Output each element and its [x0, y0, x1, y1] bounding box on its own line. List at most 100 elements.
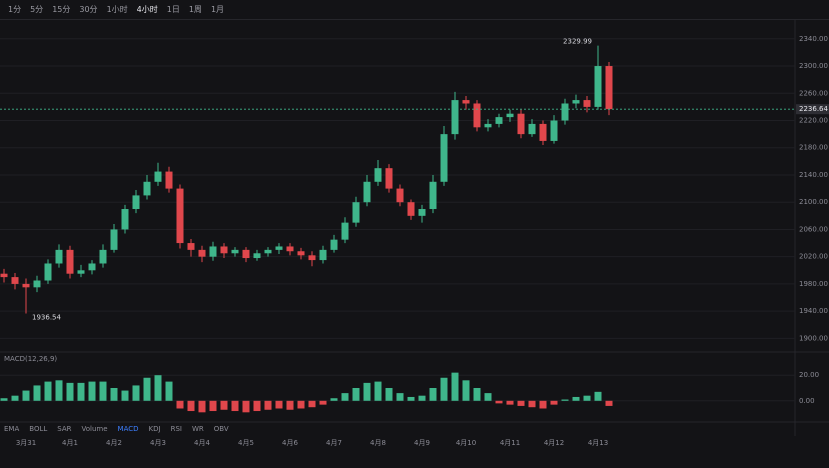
x-tick-label: 4月4	[194, 439, 210, 447]
candle-body	[0, 273, 8, 278]
timeframe-button[interactable]: 1周	[188, 5, 202, 14]
panel-title: MACD(12,26,9)	[4, 355, 57, 363]
timeframe-button[interactable]: 1月	[210, 5, 225, 14]
candle-body	[374, 168, 382, 182]
timeframe-button[interactable]: 30分	[79, 5, 98, 14]
macd-bar	[561, 399, 569, 401]
macd-bar	[165, 381, 173, 401]
macd-bar	[605, 400, 613, 406]
x-tick-label: 4月11	[500, 439, 520, 447]
candle-body	[594, 66, 602, 107]
low-label: 1936.54	[32, 314, 61, 322]
x-tick-label: 4月3	[150, 439, 166, 447]
macd-bar	[484, 393, 492, 401]
candle-body	[506, 113, 514, 118]
candle-body	[231, 249, 239, 254]
macd-bar	[594, 391, 602, 401]
candle-body	[308, 255, 316, 261]
candle-body	[418, 209, 426, 216]
indicator-tab[interactable]: RSI	[171, 425, 182, 433]
macd-bar	[297, 400, 305, 409]
timeframe-button[interactable]: 5分	[30, 5, 44, 14]
macd-bar	[308, 400, 316, 408]
candle-body	[176, 188, 184, 244]
macd-bar	[121, 390, 129, 401]
timeframe-button[interactable]: 4小时	[136, 5, 158, 14]
macd-bar	[528, 400, 536, 408]
macd-bar	[429, 388, 437, 401]
macd-bar	[209, 400, 217, 412]
y-tick-label: 20.00	[799, 371, 819, 379]
macd-bar	[396, 393, 404, 401]
x-tick-label: 4月2	[106, 439, 122, 447]
last-price-label: 2236.64	[799, 105, 828, 113]
candle-body	[132, 195, 140, 210]
macd-bar	[55, 380, 63, 401]
y-tick-label: 2140.00	[799, 171, 828, 179]
candle-body	[363, 181, 371, 203]
candle-body	[264, 249, 272, 254]
timeframe-button[interactable]: 1小时	[106, 5, 128, 14]
indicator-tab[interactable]: KDJ	[149, 425, 161, 433]
indicator-tab[interactable]: MACD	[118, 425, 139, 433]
macd-bar	[154, 375, 162, 401]
macd-bar	[506, 400, 514, 405]
y-tick-label: 2340.00	[799, 35, 828, 43]
macd-bar	[77, 382, 85, 401]
timeframe-button[interactable]: 1日	[166, 5, 180, 14]
timeframe-button[interactable]: 15分	[52, 5, 71, 14]
candle-body	[341, 222, 349, 240]
candle-body	[473, 103, 481, 128]
candle-body	[253, 253, 261, 259]
macd-bar	[319, 400, 327, 405]
candle-body	[77, 270, 85, 274]
macd-bar	[385, 388, 393, 401]
macd-bar	[66, 382, 74, 401]
indicator-tab[interactable]: OBV	[214, 425, 229, 433]
macd-bar	[418, 395, 426, 401]
y-tick-label: 2220.00	[799, 117, 828, 125]
candle-body	[198, 249, 206, 257]
macd-bar	[539, 400, 547, 409]
indicator-tab[interactable]: WR	[192, 425, 204, 433]
macd-bar	[242, 400, 250, 413]
y-tick-label: 0.00	[799, 397, 815, 405]
indicator-tab[interactable]: Volume	[82, 425, 108, 433]
indicator-tab[interactable]: BOLL	[29, 425, 47, 433]
last-price-box	[796, 104, 829, 115]
y-tick-label: 2300.00	[799, 62, 828, 70]
macd-bar	[352, 388, 360, 401]
indicator-tab[interactable]: EMA	[4, 425, 19, 433]
macd-bar	[176, 400, 184, 409]
candle-body	[143, 181, 151, 196]
candle-body	[22, 283, 30, 288]
candle-body	[583, 100, 591, 107]
x-tick-label: 4月7	[326, 439, 342, 447]
macd-bar	[33, 385, 41, 401]
candle-body	[88, 263, 96, 271]
macd-bar	[495, 400, 503, 404]
macd-bar	[132, 385, 140, 401]
macd-bar	[44, 381, 52, 401]
macd-bar	[88, 381, 96, 401]
candle-body	[572, 100, 580, 104]
x-tick-label: 4月13	[588, 439, 608, 447]
macd-bar	[143, 377, 151, 401]
macd-bar	[341, 393, 349, 401]
indicator-tab[interactable]: SAR	[57, 425, 71, 433]
y-tick-label: 2180.00	[799, 144, 828, 152]
y-tick-label: 2260.00	[799, 89, 828, 97]
candle-body	[33, 280, 41, 288]
candle-body	[209, 246, 217, 257]
candle-body	[297, 251, 305, 256]
macd-bar	[473, 388, 481, 401]
x-tick-label: 4月9	[414, 439, 430, 447]
candle-body	[319, 249, 327, 261]
candle-body	[407, 202, 415, 216]
macd-bar	[110, 388, 118, 401]
timeframe-button[interactable]: 1分	[8, 5, 22, 14]
x-tick-label: 4月8	[370, 439, 386, 447]
candle-body	[286, 246, 294, 252]
y-tick-label: 1980.00	[799, 280, 828, 288]
